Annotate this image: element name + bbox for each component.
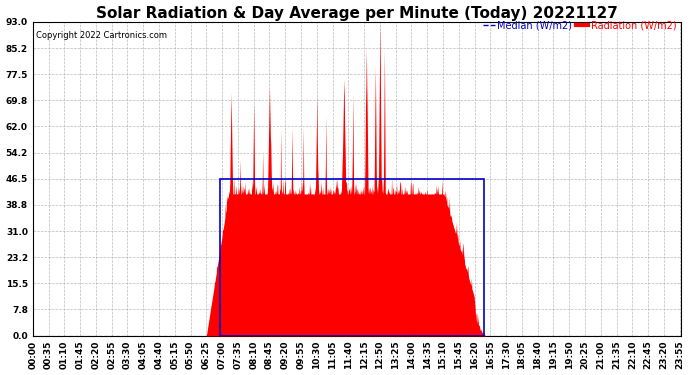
Text: Copyright 2022 Cartronics.com: Copyright 2022 Cartronics.com (36, 31, 167, 40)
Bar (220, 179, 484, 336)
Title: Solar Radiation & Day Average per Minute (Today) 20221127: Solar Radiation & Day Average per Minute… (96, 6, 618, 21)
Legend: Median (W/m2), Radiation (W/m2): Median (W/m2), Radiation (W/m2) (483, 20, 677, 30)
